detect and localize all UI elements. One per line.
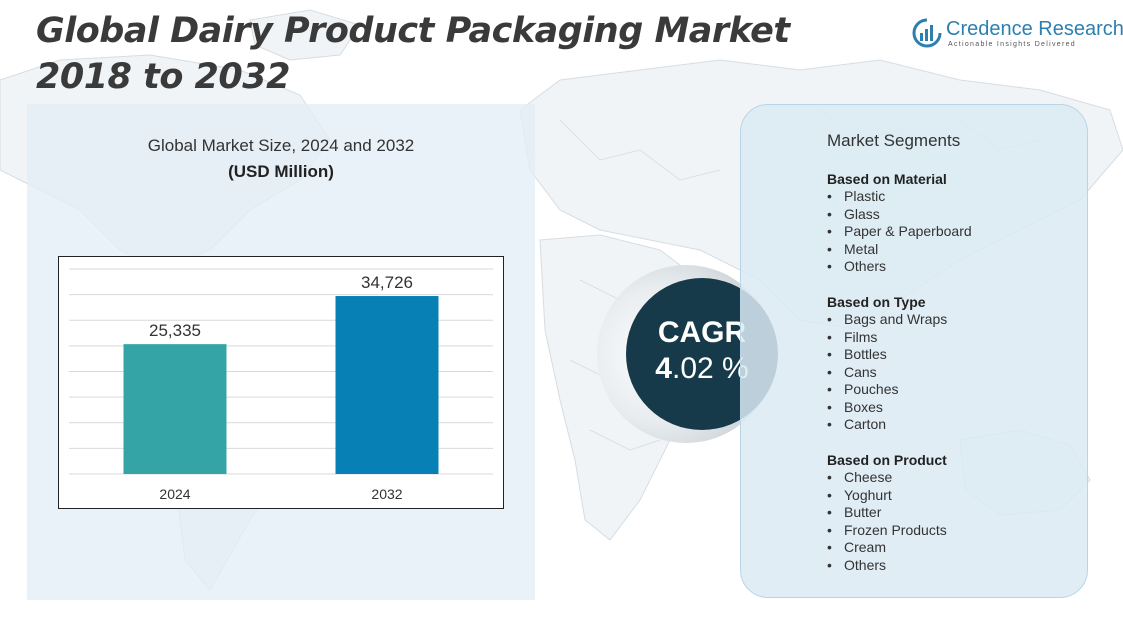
segment-item: • Others	[827, 556, 887, 573]
segment-item: • Cream	[827, 539, 887, 555]
cagr-value: 4.02 %	[626, 352, 778, 386]
segment-item: • Cans	[827, 363, 877, 380]
segment-item: • Metal	[827, 240, 879, 257]
segment-item: • Glass	[827, 205, 880, 222]
credence-research-logo: Credence Research Actionable Insights De…	[912, 16, 1123, 52]
segment-group-material: Based on Material • Plastic • Glass • Paper…	[827, 170, 1087, 276]
x-tick-label: 2032	[371, 486, 402, 502]
logo-name: Credence Research	[946, 18, 1123, 40]
bar-chart-svg: 25,335 2024 34,726 2032	[69, 268, 493, 502]
bar-2032	[335, 296, 439, 474]
segment-item: • Pouches	[827, 381, 899, 397]
bar-value-label: 25,335	[149, 321, 201, 340]
segment-item: • Boxes	[827, 398, 883, 415]
segment-item: • Bottles	[827, 346, 887, 362]
segment-group-title: Based on Type	[827, 294, 926, 310]
segment-group-type: Based on Type • Bags and Wraps • Films • Bo…	[827, 293, 1087, 434]
cagr-value-integer: 4	[655, 352, 672, 385]
page-title: Global Dairy Product Packaging Market 20…	[36, 8, 856, 100]
segment-item: • Yoghurt	[827, 486, 892, 503]
chart-unit-label: (USD Million)	[228, 162, 334, 181]
segment-item: • Others	[827, 258, 887, 274]
segment-item: • Frozen Products	[827, 521, 947, 538]
cagr-value-decimal: .02 %	[671, 352, 749, 385]
segments-heading: Market Segments	[827, 131, 961, 150]
segment-item: • Paper & Paperboard	[827, 223, 972, 239]
bar-chart-logo-icon	[912, 18, 942, 48]
bar-chart: 25,335 2024 34,726 2032	[58, 256, 504, 509]
segment-item: • Plastic	[827, 188, 886, 204]
segment-group-title: Based on Product	[827, 452, 947, 468]
segment-item: • Butter	[827, 504, 882, 520]
title-line-1: Global Dairy Product Packaging Market	[36, 11, 790, 51]
bar-2024	[123, 344, 227, 474]
logo-tagline: Actionable Insights Delivered	[948, 41, 1076, 48]
segment-item: • Carton	[827, 416, 887, 432]
x-tick-label: 2024	[159, 486, 190, 502]
segment-item: • Bags and Wraps	[827, 311, 948, 327]
segment-group-title: Based on Material	[827, 171, 947, 187]
market-segments-panel	[740, 104, 1088, 598]
segment-item: • Cheese	[827, 469, 893, 485]
segment-item: • Films	[827, 328, 878, 345]
cagr-label: CAGR	[657, 316, 747, 349]
segment-group-product: Based on Product • Cheese • Yoghurt • Butte…	[827, 451, 1087, 574]
bar-value-label: 34,726	[361, 273, 413, 292]
chart-title: Global Market Size, 2024 and 2032	[147, 136, 415, 155]
title-line-2: 2018 to 2032	[36, 57, 290, 97]
